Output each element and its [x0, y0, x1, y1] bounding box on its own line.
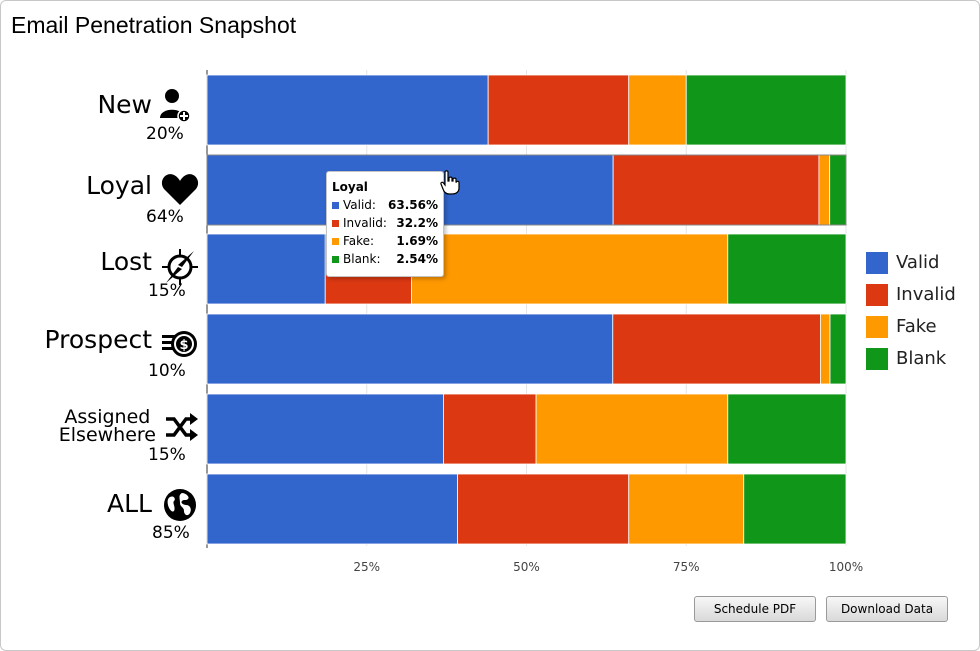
row-percent: 10%: [148, 361, 186, 381]
bar-fake-assigned-elsewhere[interactable]: [535, 393, 729, 465]
money-icon: $: [162, 331, 197, 357]
tooltip-swatch: [332, 202, 339, 209]
shuffle-icon: [166, 413, 198, 441]
row-label-all: ALL 85%: [0, 485, 200, 545]
row-percent: 85%: [152, 523, 190, 543]
tooltip-label: Invalid:: [343, 216, 387, 230]
row-percent: 64%: [146, 207, 184, 227]
x-tick-label: 100%: [829, 560, 863, 574]
legend-label: Valid: [896, 252, 940, 273]
bar-invalid-prospect[interactable]: [612, 313, 821, 385]
legend-swatch: [866, 284, 888, 306]
legend-label: Blank: [896, 348, 947, 369]
chart-tooltip: Loyal Valid: 63.56% Invalid: 32.2% Fake:…: [326, 171, 444, 277]
tooltip-value: 63.56%: [388, 198, 438, 212]
bar-blank-all[interactable]: [743, 473, 847, 545]
tooltip-value: 2.54%: [396, 252, 438, 266]
bar-blank-new[interactable]: [685, 74, 847, 146]
legend-swatch: [866, 252, 888, 274]
bar-blank-prospect[interactable]: [829, 313, 847, 385]
legend-swatch: [866, 348, 888, 370]
globe-icon: [164, 489, 196, 521]
bar-blank-lost[interactable]: [727, 233, 847, 305]
x-tick-label: 25%: [353, 560, 380, 574]
tooltip-value: 1.69%: [396, 234, 438, 248]
tooltip-row-fake: Fake: 1.69%: [332, 234, 442, 250]
bar-fake-all[interactable]: [628, 473, 745, 545]
bar-blank-loyal[interactable]: [829, 154, 847, 226]
row-label-prospect: Prospect $ 10%: [0, 321, 200, 381]
tooltip-label: Fake:: [343, 234, 375, 248]
legend-label: Fake: [896, 316, 937, 337]
row-name: Assigned Elsewhere: [58, 406, 156, 446]
bar-invalid-assigned-elsewhere[interactable]: [443, 393, 537, 465]
tooltip-swatch: [332, 220, 339, 227]
bar-hover-outline: [206, 154, 847, 226]
schedule-pdf-button[interactable]: Schedule PDF: [694, 596, 816, 622]
tooltip-row-invalid: Invalid: 32.2%: [332, 216, 442, 232]
bar-fake-lost[interactable]: [411, 233, 729, 305]
chart-title: Email Penetration Snapshot: [11, 12, 297, 38]
bar-invalid-new[interactable]: [487, 74, 630, 146]
tooltip-row-blank: Blank: 2.54%: [332, 252, 442, 268]
row-name: Lost: [100, 247, 152, 276]
tooltip-row-valid: Valid: 63.56%: [332, 198, 442, 214]
row-name-line2: Elsewhere: [58, 424, 156, 446]
row-label-assigned-elsewhere: Assigned Elsewhere 15%: [0, 405, 200, 465]
x-tick-label: 75%: [673, 560, 700, 574]
row-label-new: New 20%: [0, 86, 200, 146]
tooltip-swatch: [332, 238, 339, 245]
row-percent: 15%: [148, 281, 186, 301]
bar-fake-prospect[interactable]: [820, 313, 831, 385]
bar-invalid-all[interactable]: [457, 473, 630, 545]
row-name-line1: Assigned: [64, 406, 151, 428]
legend-swatch: [866, 316, 888, 338]
bar-valid-new[interactable]: [206, 74, 489, 146]
legend-label: Invalid: [896, 284, 956, 305]
bar-valid-all[interactable]: [206, 473, 458, 545]
bar-invalid-loyal[interactable]: [612, 154, 820, 226]
bar-fake-loyal[interactable]: [818, 154, 831, 226]
row-percent: 15%: [148, 445, 186, 465]
tooltip-label: Valid:: [343, 198, 376, 212]
row-name: New: [97, 90, 152, 119]
row-name: ALL: [107, 489, 152, 518]
hand-cursor-icon: [440, 170, 460, 195]
svg-text:$: $: [179, 338, 188, 353]
tooltip-swatch: [332, 256, 339, 263]
bar-blank-assigned-elsewhere[interactable]: [727, 393, 847, 465]
row-name: Loyal: [86, 171, 152, 200]
tooltip-value: 32.2%: [396, 216, 438, 230]
x-tick-label: 50%: [513, 560, 540, 574]
bar-fake-new[interactable]: [628, 74, 687, 146]
user-add-icon: [160, 89, 191, 123]
compass-icon: [162, 249, 198, 285]
row-label-loyal: Loyal 64%: [0, 165, 200, 227]
row-label-lost: Lost 15%: [0, 243, 200, 303]
heart-icon: [161, 174, 199, 205]
bar-valid-prospect[interactable]: [206, 313, 614, 385]
tooltip-title: Loyal: [332, 180, 368, 194]
row-percent: 20%: [146, 124, 184, 144]
bar-valid-assigned-elsewhere[interactable]: [206, 393, 444, 465]
row-name: Prospect: [44, 325, 152, 354]
bar-valid-lost[interactable]: [206, 233, 326, 305]
tooltip-label: Blank:: [343, 252, 381, 266]
download-data-button[interactable]: Download Data: [826, 596, 948, 622]
